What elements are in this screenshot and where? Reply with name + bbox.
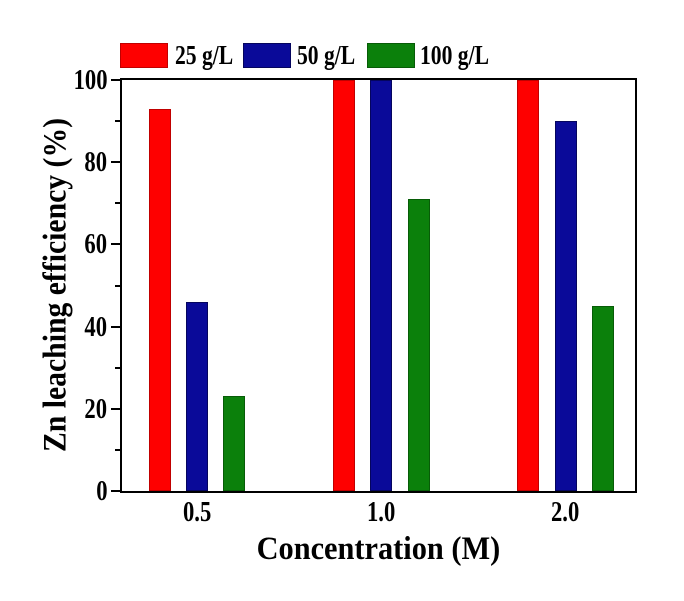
legend-swatch-100gl: [367, 43, 415, 68]
bar-50gL-1.0: [370, 80, 393, 491]
x-tick-label-1.0: 1.0: [367, 496, 396, 528]
major-tick-y60: [111, 243, 120, 246]
x-tick-label-0.5: 0.5: [182, 496, 212, 528]
legend-swatch-25gl: [120, 43, 168, 68]
minor-tick-y10: [115, 448, 120, 451]
minor-tick-y70: [115, 202, 120, 205]
bar-25gL-2.0: [517, 80, 540, 491]
y-tick-label-40: 40: [84, 310, 107, 343]
major-tick-y80: [111, 161, 120, 164]
bar-25gL-1.0: [333, 80, 355, 491]
bar-100gL-2.0: [591, 306, 614, 491]
plot-area: [111, 78, 637, 493]
major-tick-y100: [111, 79, 120, 81]
major-tick-y20: [111, 407, 120, 410]
bar-25gL-0.5: [148, 108, 171, 491]
major-tick-y0: [111, 490, 120, 492]
minor-tick-y50: [115, 284, 120, 287]
bar-50gL-2.0: [554, 121, 577, 491]
y-tick-label-20: 20: [84, 392, 107, 425]
legend-swatch-50gl: [243, 43, 291, 68]
y-tick-label-0: 0: [95, 475, 107, 507]
legend-label-50gl: 50 g/L: [297, 40, 356, 70]
legend-label-25gl: 25 g/L: [175, 40, 234, 70]
x-axis-title: Concentration (M): [256, 531, 501, 567]
y-tick-label-60: 60: [84, 228, 107, 261]
bar-100gL-0.5: [223, 396, 246, 491]
bar-100gL-1.0: [407, 199, 430, 491]
minor-tick-y90: [115, 120, 120, 123]
minor-tick-y30: [115, 366, 120, 369]
y-tick-label-80: 80: [84, 146, 107, 179]
major-tick-y40: [111, 325, 120, 328]
x-tick-label-2.0: 2.0: [551, 496, 580, 528]
y-tick-label-100: 100: [73, 64, 107, 96]
legend-label-100gl: 100 g/L: [420, 40, 490, 70]
bar-50gL-0.5: [186, 301, 208, 491]
